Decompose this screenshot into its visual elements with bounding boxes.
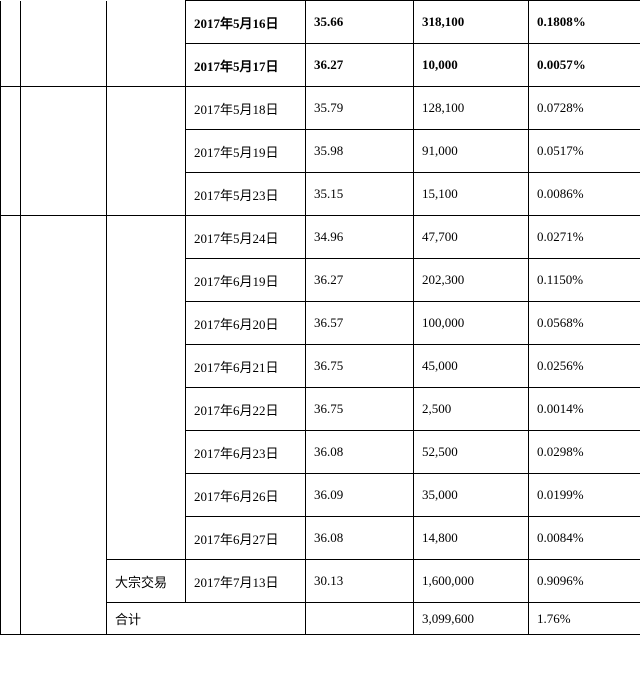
- pct-cell: 0.0517%: [529, 130, 640, 173]
- qty-cell: 202,300: [414, 259, 529, 302]
- group-cell-1a: [1, 1, 21, 87]
- qty-cell: 35,000: [414, 474, 529, 517]
- table-row: 2017年5月18日 35.79 128,100 0.0728%: [1, 87, 640, 130]
- price-cell: 36.27: [306, 44, 414, 87]
- date-cell: 2017年5月18日: [186, 87, 306, 130]
- price-cell: 36.27: [306, 259, 414, 302]
- transaction-table: 2017年5月16日 35.66 318,100 0.1808% 2017年5月…: [0, 0, 640, 635]
- qty-cell: 318,100: [414, 1, 529, 44]
- total-label-cell: 合计: [107, 603, 306, 635]
- group-cell-3b: [21, 216, 107, 635]
- group-cell-1b: [21, 1, 107, 87]
- pct-cell: 0.0199%: [529, 474, 640, 517]
- qty-cell: 1,600,000: [414, 560, 529, 603]
- qty-cell: 2,500: [414, 388, 529, 431]
- qty-cell: 15,100: [414, 173, 529, 216]
- qty-cell: 10,000: [414, 44, 529, 87]
- price-cell: 36.09: [306, 474, 414, 517]
- qty-cell: 91,000: [414, 130, 529, 173]
- price-cell: 35.79: [306, 87, 414, 130]
- price-cell: 36.57: [306, 302, 414, 345]
- table-row: 2017年5月16日 35.66 318,100 0.1808%: [1, 1, 640, 44]
- pct-cell: 0.9096%: [529, 560, 640, 603]
- group-cell-3c: [107, 216, 186, 560]
- price-cell: 30.13: [306, 560, 414, 603]
- total-pct-cell: 1.76%: [529, 603, 640, 635]
- date-cell: 2017年5月23日: [186, 173, 306, 216]
- date-cell: 2017年5月16日: [186, 1, 306, 44]
- date-cell: 2017年5月17日: [186, 44, 306, 87]
- pct-cell: 0.0014%: [529, 388, 640, 431]
- qty-cell: 100,000: [414, 302, 529, 345]
- pct-cell: 0.0568%: [529, 302, 640, 345]
- qty-cell: 14,800: [414, 517, 529, 560]
- pct-cell: 0.0728%: [529, 87, 640, 130]
- bulk-label-cell: 大宗交易: [107, 560, 186, 603]
- price-cell: 35.15: [306, 173, 414, 216]
- date-cell: 2017年5月24日: [186, 216, 306, 259]
- qty-cell: 52,500: [414, 431, 529, 474]
- group-cell-3a: [1, 216, 21, 635]
- qty-cell: 128,100: [414, 87, 529, 130]
- date-cell: 2017年6月27日: [186, 517, 306, 560]
- table-row: 2017年5月24日 34.96 47,700 0.0271%: [1, 216, 640, 259]
- price-cell: 35.66: [306, 1, 414, 44]
- date-cell: 2017年5月19日: [186, 130, 306, 173]
- date-cell: 2017年7月13日: [186, 560, 306, 603]
- pct-cell: 0.1150%: [529, 259, 640, 302]
- qty-cell: 45,000: [414, 345, 529, 388]
- total-qty-cell: 3,099,600: [414, 603, 529, 635]
- pct-cell: 0.0086%: [529, 173, 640, 216]
- date-cell: 2017年6月20日: [186, 302, 306, 345]
- date-cell: 2017年6月23日: [186, 431, 306, 474]
- date-cell: 2017年6月21日: [186, 345, 306, 388]
- group-cell-1c: [107, 1, 186, 87]
- qty-cell: 47,700: [414, 216, 529, 259]
- pct-cell: 0.0057%: [529, 44, 640, 87]
- price-cell: 35.98: [306, 130, 414, 173]
- pct-cell: 0.0256%: [529, 345, 640, 388]
- pct-cell: 0.0271%: [529, 216, 640, 259]
- group-cell-2c: [107, 87, 186, 216]
- price-cell: 36.75: [306, 388, 414, 431]
- price-cell: 36.08: [306, 431, 414, 474]
- group-cell-2a: [1, 87, 21, 216]
- price-cell: 34.96: [306, 216, 414, 259]
- date-cell: 2017年6月26日: [186, 474, 306, 517]
- price-cell: 36.75: [306, 345, 414, 388]
- pct-cell: 0.0298%: [529, 431, 640, 474]
- pct-cell: 0.1808%: [529, 1, 640, 44]
- date-cell: 2017年6月19日: [186, 259, 306, 302]
- total-price-cell: [306, 603, 414, 635]
- date-cell: 2017年6月22日: [186, 388, 306, 431]
- group-cell-2b: [21, 87, 107, 216]
- pct-cell: 0.0084%: [529, 517, 640, 560]
- price-cell: 36.08: [306, 517, 414, 560]
